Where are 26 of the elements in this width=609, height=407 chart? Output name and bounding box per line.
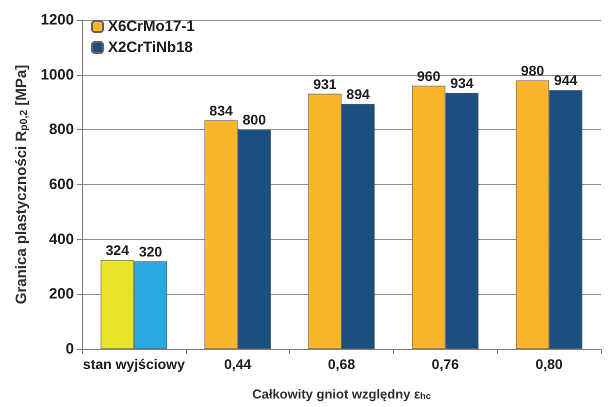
x-tick-label: 0,68 <box>328 356 356 372</box>
x-tick-label: 0,76 <box>432 356 460 372</box>
legend-label: X2CrTiNb18 <box>108 39 193 56</box>
data-label: 324 <box>106 242 130 258</box>
data-label: 980 <box>520 62 544 78</box>
y-tick-label: 1000 <box>40 66 74 84</box>
x-axis-title: Całkowity gniot względny εhc <box>252 386 431 402</box>
y-tick-label: 400 <box>48 230 74 248</box>
data-label: 800 <box>242 112 266 128</box>
x-tick-label: 0,80 <box>535 356 563 372</box>
x-tick-label: stan wyjściowy <box>82 356 186 372</box>
legend-label: X6CrMo17-1 <box>108 18 195 35</box>
data-label: 934 <box>450 74 474 91</box>
y-tick-label: 800 <box>48 121 74 138</box>
data-label: 960 <box>417 68 441 84</box>
y-tick-label: 600 <box>48 176 74 193</box>
data-label: 931 <box>313 76 337 92</box>
data-label: 894 <box>346 86 370 102</box>
y-axis-title: Granica plastyczności Rp0,2 [MPa] <box>13 64 30 304</box>
y-tick-label: 1200 <box>40 12 74 28</box>
x-tick-label: 0,44 <box>224 356 252 372</box>
y-tick-label: 0 <box>66 340 74 358</box>
data-label: 944 <box>554 72 578 88</box>
data-label: 320 <box>138 243 162 260</box>
data-label: 834 <box>209 102 233 118</box>
y-tick-label: 200 <box>48 286 74 303</box>
